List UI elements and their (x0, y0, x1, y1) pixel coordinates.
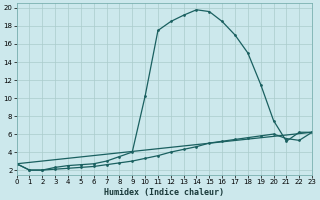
X-axis label: Humidex (Indice chaleur): Humidex (Indice chaleur) (104, 188, 224, 197)
